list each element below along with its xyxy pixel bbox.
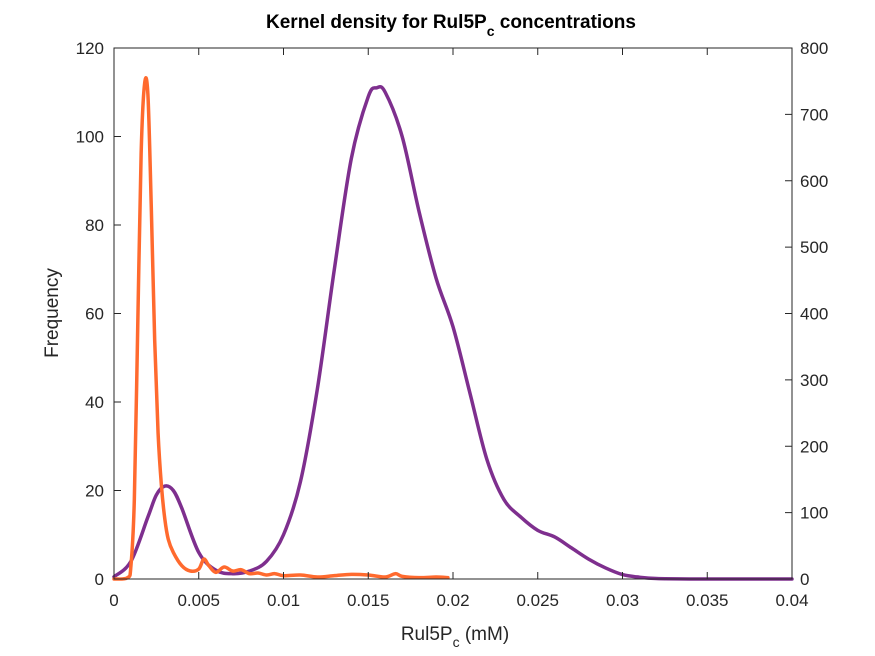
chart-title-rest: concentrations — [494, 12, 635, 33]
y-left-tick-label: 40 — [85, 393, 104, 412]
y-right-tick-label: 0 — [800, 570, 809, 589]
x-tick-label: 0.02 — [436, 591, 469, 610]
chart-title-main: Kernel density for Rul5P — [266, 12, 487, 33]
y-right-tick-label: 100 — [800, 504, 828, 523]
series-line-right-axis — [112, 76, 450, 581]
y-left-tick-label: 100 — [76, 128, 104, 147]
ticks-layer: 0 0.005 0.01 0.015 0.02 0.025 0.03 0.035 0.04 0 20… — [76, 39, 829, 610]
series-line-left-axis — [112, 84, 794, 581]
x-tick-label: 0.025 — [516, 591, 559, 610]
chart-title: Kernel density for Rul5Pc concentrations — [266, 12, 636, 39]
y-right-tick-label: 600 — [800, 172, 828, 191]
x-axis-label: Rul5Pc (mM) — [401, 624, 509, 650]
x-tick-label: 0 — [109, 591, 118, 610]
x-tick-label: 0.015 — [347, 591, 390, 610]
y-right-tick-label: 400 — [800, 305, 828, 324]
x-axis-label-subscript: c — [453, 634, 460, 650]
y-right-tick-label: 700 — [800, 105, 828, 124]
x-tick-label: 0.01 — [267, 591, 300, 610]
y-left-tick-label: 120 — [76, 39, 104, 58]
x-tick-label: 0.005 — [177, 591, 220, 610]
y-left-tick-label: 60 — [85, 305, 104, 324]
series-layer — [112, 76, 794, 581]
x-tick-label: 0.035 — [686, 591, 729, 610]
x-axis-label-rest: (mM) — [460, 624, 510, 645]
x-tick-label: 0.03 — [606, 591, 639, 610]
y-left-tick-label: 80 — [85, 216, 104, 235]
y-right-tick-label: 200 — [800, 437, 828, 456]
y-right-tick-label: 800 — [800, 39, 828, 58]
y-right-tick-label: 300 — [800, 371, 828, 390]
y-left-tick-label: 0 — [95, 570, 104, 589]
x-tick-label: 0.04 — [775, 591, 808, 610]
x-axis-label-main: Rul5P — [401, 624, 453, 645]
y-axis-label-left: Frequency — [42, 268, 63, 358]
y-right-tick-label: 500 — [800, 238, 828, 257]
chart-title-subscript: c — [487, 23, 495, 39]
y-left-tick-label: 20 — [85, 482, 104, 501]
